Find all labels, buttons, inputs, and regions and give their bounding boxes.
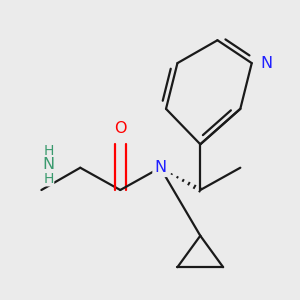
Text: N: N xyxy=(43,158,55,172)
Text: H: H xyxy=(44,144,54,158)
Text: N: N xyxy=(154,160,167,175)
Text: H: H xyxy=(44,172,54,186)
Text: N: N xyxy=(260,56,272,70)
Text: O: O xyxy=(114,121,127,136)
